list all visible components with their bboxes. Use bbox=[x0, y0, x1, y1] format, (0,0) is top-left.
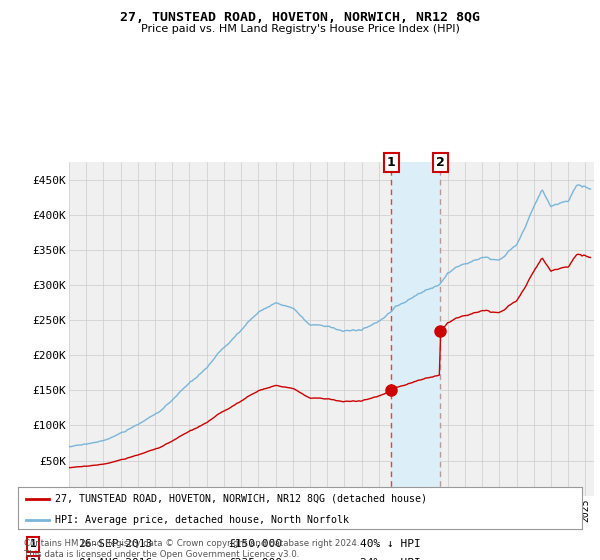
Text: Contains HM Land Registry data © Crown copyright and database right 2024.
This d: Contains HM Land Registry data © Crown c… bbox=[24, 539, 359, 559]
Text: 1: 1 bbox=[387, 156, 396, 169]
Text: 26-SEP-2013: 26-SEP-2013 bbox=[78, 539, 152, 549]
Text: 24% ↓ HPI: 24% ↓ HPI bbox=[360, 558, 421, 560]
Text: 04-AUG-2016: 04-AUG-2016 bbox=[78, 558, 152, 560]
Text: Price paid vs. HM Land Registry's House Price Index (HPI): Price paid vs. HM Land Registry's House … bbox=[140, 24, 460, 34]
Text: 27, TUNSTEAD ROAD, HOVETON, NORWICH, NR12 8QG: 27, TUNSTEAD ROAD, HOVETON, NORWICH, NR1… bbox=[120, 11, 480, 24]
Text: £150,000: £150,000 bbox=[228, 539, 282, 549]
Text: 2: 2 bbox=[436, 156, 445, 169]
Text: 40% ↓ HPI: 40% ↓ HPI bbox=[360, 539, 421, 549]
Text: HPI: Average price, detached house, North Norfolk: HPI: Average price, detached house, Nort… bbox=[55, 515, 349, 525]
Bar bbox=[391, 162, 440, 496]
Text: 27, TUNSTEAD ROAD, HOVETON, NORWICH, NR12 8QG (detached house): 27, TUNSTEAD ROAD, HOVETON, NORWICH, NR1… bbox=[55, 494, 427, 504]
Text: £235,000: £235,000 bbox=[228, 558, 282, 560]
Text: 1: 1 bbox=[29, 539, 37, 549]
Text: 2: 2 bbox=[29, 558, 37, 560]
